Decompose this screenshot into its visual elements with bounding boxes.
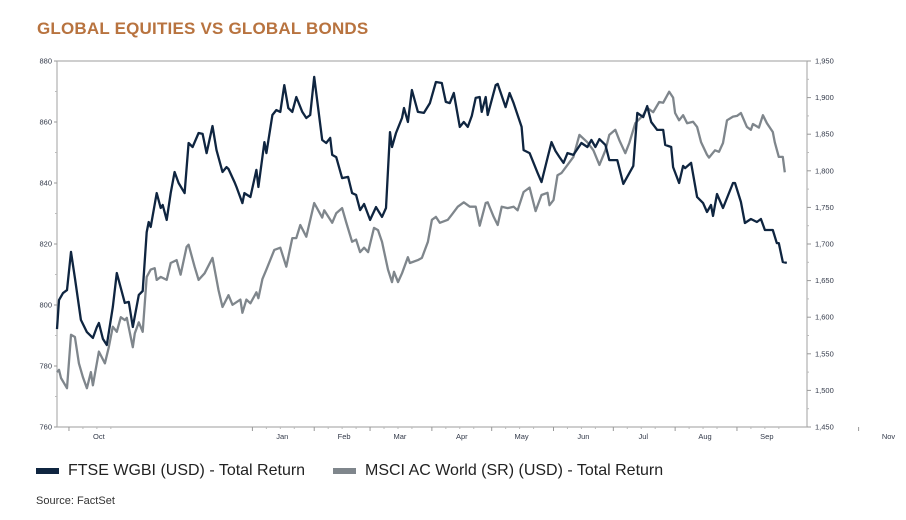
right-tick-label: 1,600 <box>815 313 834 322</box>
right-tick-label: 1,900 <box>815 93 834 102</box>
legend-swatch-ftse <box>36 468 59 474</box>
x-tick-label-oct: Oct <box>93 432 106 441</box>
line-ftse-wgbi <box>55 75 788 347</box>
right-tick-label: 1,800 <box>815 166 834 175</box>
axes <box>56 60 808 428</box>
x-tick-label-jun: Jun <box>577 432 589 441</box>
left-tick-label: 880 <box>39 57 52 66</box>
legend-item-msci-acwi: MSCI AC World (SR) (USD) - Total Return <box>333 462 663 480</box>
left-axis-ticks: 760 780 800 820 840 860 880 <box>39 57 57 432</box>
legend-item-ftse-wgbi: FTSE WGBI (USD) - Total Return <box>36 462 305 480</box>
x-tick-label-jan: Jan <box>276 432 288 441</box>
left-tick-label: 800 <box>39 301 52 310</box>
left-tick-label: 860 <box>39 118 52 127</box>
chart-plot: 760 780 800 820 840 860 880 1,450 1,500 1,550 1,6… <box>39 57 896 442</box>
left-tick-label: 780 <box>39 362 52 371</box>
legend-label-msci: MSCI AC World (SR) (USD) - Total Return <box>365 462 664 479</box>
x-tick-label-sep: Sep <box>760 432 773 441</box>
right-tick-label: 1,550 <box>815 349 834 358</box>
line-msci-acwi <box>56 90 786 390</box>
right-tick-label: 1,700 <box>815 240 834 249</box>
legend-swatch-msci <box>333 468 356 474</box>
right-axis-ticks: 1,450 1,500 1,550 1,600 1,650 1,700 1,750 1,800… <box>807 57 834 432</box>
chart-title: GLOBAL EQUITIES VS GLOBAL BONDS <box>37 19 369 38</box>
left-tick-label: 840 <box>39 179 52 188</box>
x-axis-ticks: OctNovDecJanFebMarAprMayJunJulAugSep <box>68 427 896 441</box>
x-tick-label-aug: Aug <box>698 432 711 441</box>
right-tick-label: 1,750 <box>815 203 834 212</box>
right-tick-label: 1,450 <box>815 423 834 432</box>
right-tick-label: 1,650 <box>815 276 834 285</box>
left-tick-label: 820 <box>39 240 52 249</box>
series-lines <box>55 75 788 390</box>
x-tick-label-feb: Feb <box>338 432 351 441</box>
left-tick-label: 760 <box>39 423 52 432</box>
right-tick-label: 1,850 <box>815 130 834 139</box>
legend-label-ftse: FTSE WGBI (USD) - Total Return <box>68 462 306 479</box>
right-tick-label: 1,500 <box>815 386 834 395</box>
source-note: Source: FactSet <box>36 495 115 507</box>
x-tick-label-jul: Jul <box>638 432 648 441</box>
right-tick-label: 1,950 <box>815 57 834 66</box>
x-tick-label-nov: Nov <box>882 432 896 441</box>
x-tick-label-apr: Apr <box>456 432 468 441</box>
x-tick-label-mar: Mar <box>394 432 407 441</box>
x-tick-label-may: May <box>515 432 529 441</box>
